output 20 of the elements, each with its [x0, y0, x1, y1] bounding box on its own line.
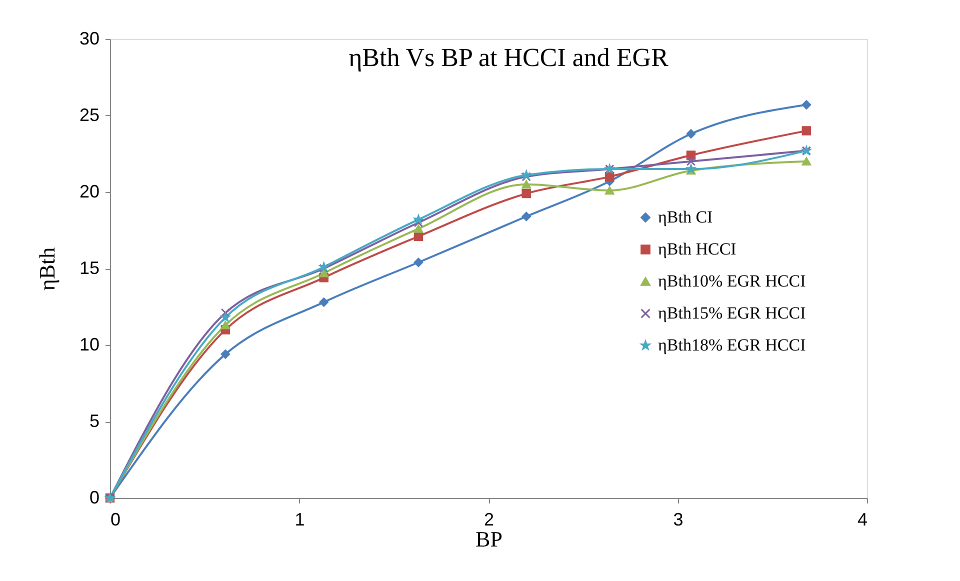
y-tick-label: 5: [89, 411, 100, 431]
y-tick-label: 20: [79, 182, 100, 202]
y-tick-label: 25: [79, 105, 100, 125]
y-tick-label: 15: [79, 258, 100, 278]
legend-label: ηBth10% EGR HCCI: [658, 272, 806, 290]
x-tick-label: 2: [484, 510, 494, 530]
legend-label: ηBth CI: [658, 208, 714, 226]
y-axis-title: ηBth: [34, 247, 60, 291]
x-axis-title: BP: [476, 526, 502, 552]
y-tick-label: 10: [79, 334, 100, 354]
legend-label: ηBth15% EGR HCCI: [658, 304, 806, 322]
legend-label: ηBth18% EGR HCCI: [658, 336, 806, 354]
chart-title: ηBth Vs BP at HCCI and EGR: [348, 43, 670, 72]
x-tick-label: 0: [110, 510, 121, 530]
x-tick-label: 1: [294, 510, 305, 530]
y-tick-label: 30: [79, 28, 100, 48]
legend-label: ηBth HCCI: [658, 240, 737, 258]
x-tick-label: 3: [673, 510, 684, 530]
x-tick-label: 4: [857, 510, 868, 530]
y-tick-label: 0: [89, 488, 100, 508]
